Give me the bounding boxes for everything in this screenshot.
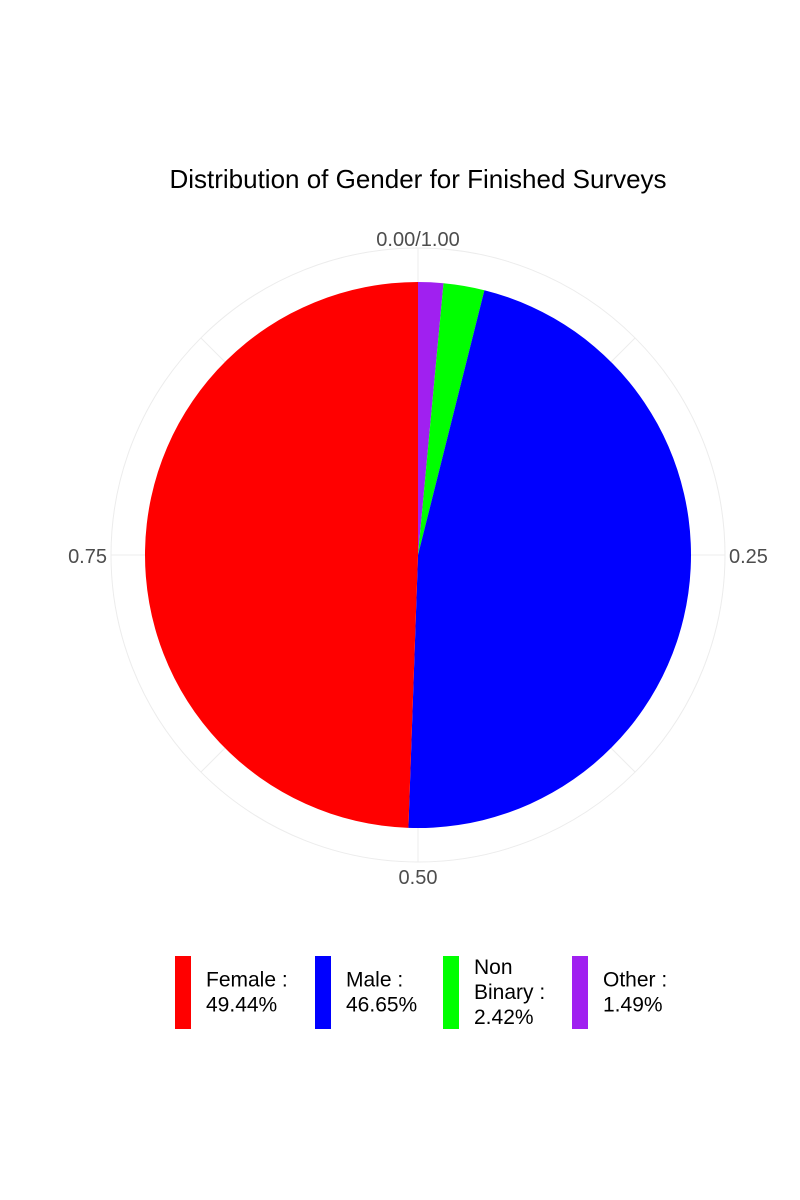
legend-key <box>315 956 331 1029</box>
pie-slice-other <box>418 282 444 555</box>
legend-label: 46.65% <box>346 994 417 1017</box>
legend-label: 49.44% <box>206 994 277 1017</box>
legend-label: 2.42% <box>474 1006 534 1029</box>
legend-label: Female : <box>206 969 288 992</box>
pie-slice-non-binary <box>418 283 485 555</box>
angle-tick-label: 0.25 <box>729 546 768 568</box>
pie-slices <box>144 282 692 829</box>
legend-label: Binary : <box>474 981 545 1004</box>
legend-item-male: Male :46.65% <box>315 956 417 1029</box>
pie-slice-female <box>144 282 419 828</box>
legend-item-female: Female :49.44% <box>175 956 288 1029</box>
legend-item-other: Other :1.49% <box>572 956 667 1029</box>
angle-tick-label: 0.00/1.00 <box>376 229 459 251</box>
angle-tick-label: 0.50 <box>399 867 438 889</box>
legend-label: Other : <box>603 969 667 992</box>
legend-key <box>175 956 191 1029</box>
legend-key <box>572 956 588 1029</box>
legend-label: Male : <box>346 969 403 992</box>
legend-label: Non <box>474 956 513 979</box>
chart-title: Distribution of Gender for Finished Surv… <box>169 164 666 194</box>
legend-label: 1.49% <box>603 994 663 1017</box>
pie-slice-male <box>408 290 692 829</box>
legend-key <box>443 956 459 1029</box>
angle-tick-label: 0.75 <box>68 546 107 568</box>
angle-ticks: 0.00/1.00 0.25 0.50 0.75 <box>68 229 768 889</box>
